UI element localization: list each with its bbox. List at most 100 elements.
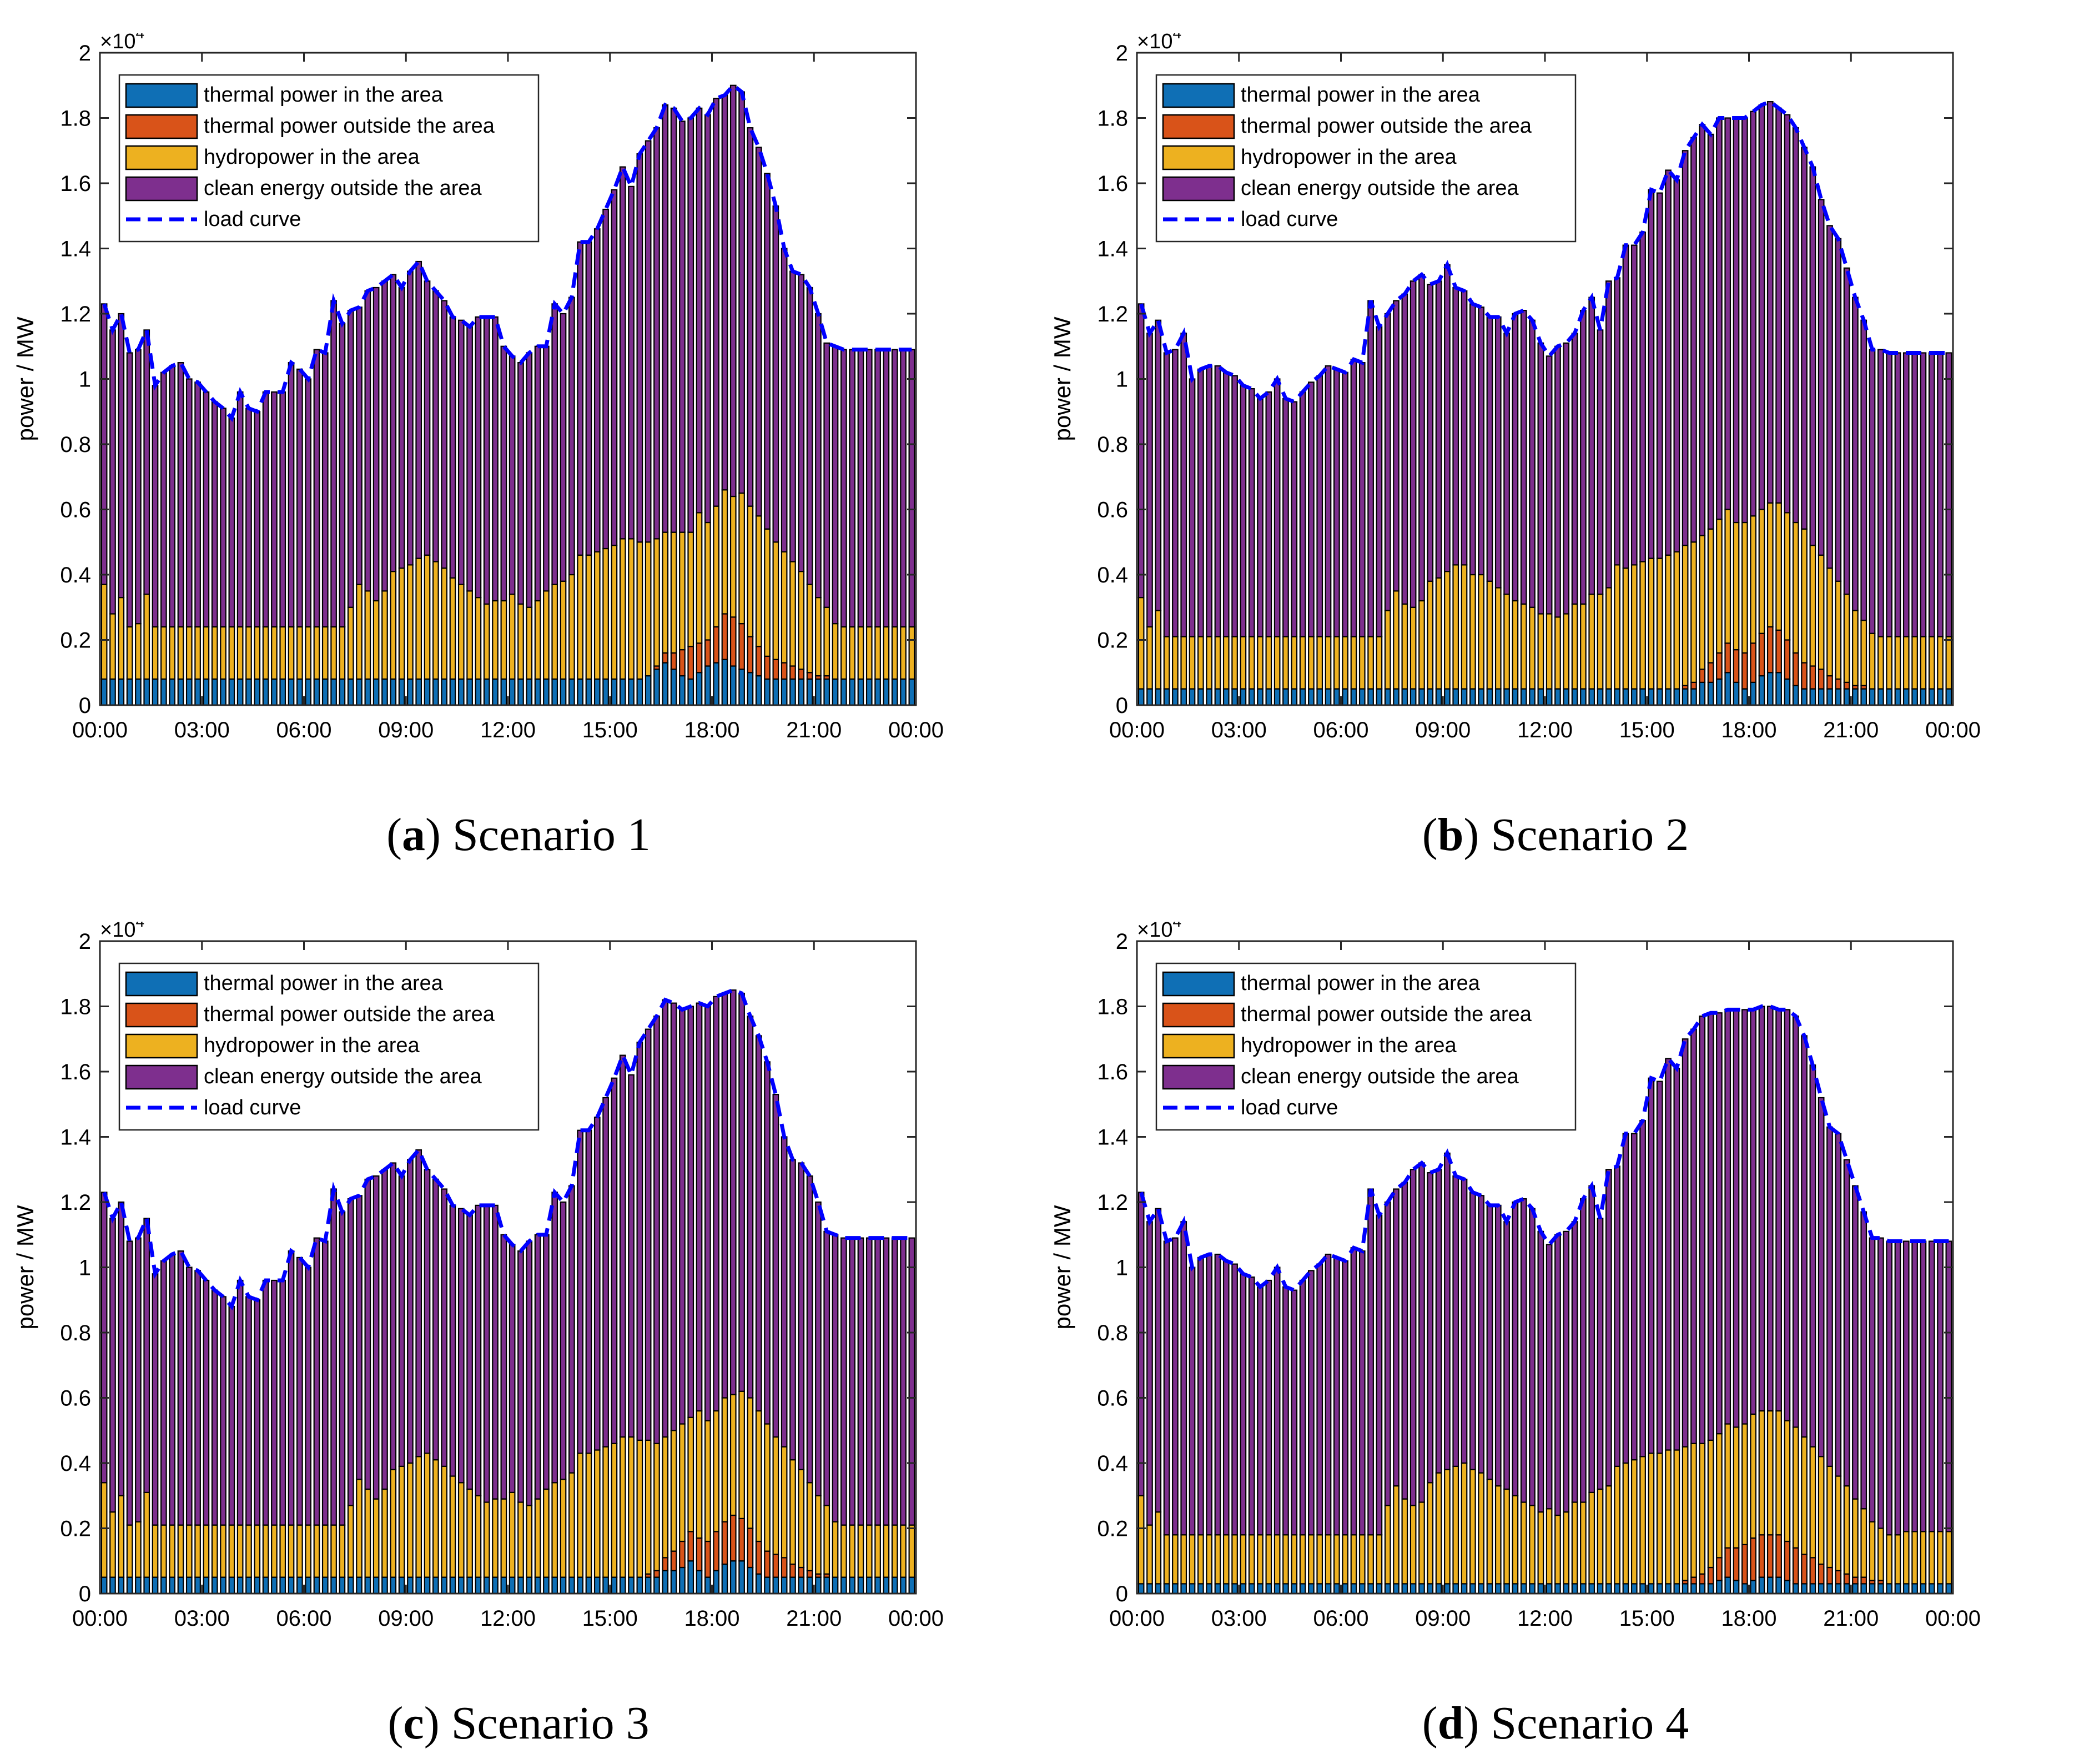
x-tick-label: 06:00 [276,718,331,742]
bar-thermal-in [1588,688,1595,706]
bar-thermal-in [288,1576,295,1595]
bar-hydro [1775,502,1782,631]
bar-clean-energy [883,1237,890,1526]
bar-clean-energy [509,1244,516,1493]
bar-clean-energy [381,280,388,592]
bar-thermal-in [1376,688,1383,706]
bar-thermal-in [1554,688,1561,706]
bar-clean-energy [372,287,380,602]
bar-hydro [1146,626,1153,690]
bar-clean-energy [1639,232,1646,562]
bar-hydro [126,1524,133,1578]
bar-clean-energy [1197,1257,1204,1536]
bar-thermal-out [1716,652,1723,680]
caption-letter: d [1437,1697,1464,1749]
bar-hydro [1316,1534,1323,1585]
bar-clean-energy [602,1097,609,1448]
bar-hydro [1639,561,1646,690]
bar-thermal-in [1146,1583,1153,1595]
bar-clean-energy [1605,1169,1612,1487]
bar-hydro [1869,632,1876,690]
bar-hydro [636,1439,643,1578]
bar-thermal-in [1146,688,1153,706]
bar-thermal-in [1605,1583,1612,1595]
bar-hydro [1265,1534,1272,1585]
bar-clean-energy [228,417,235,628]
bar-clean-energy [1529,1208,1536,1506]
bar-clean-energy [1155,319,1162,611]
bar-clean-energy [1818,1097,1825,1458]
bar-hydro [1750,515,1757,644]
bar-clean-energy [475,1204,482,1496]
bar-thermal-in [1257,1583,1263,1595]
bar-hydro [441,1465,447,1578]
bar-hydro [891,1524,898,1578]
bar-clean-energy [1902,352,1910,637]
bar-clean-energy [390,1162,397,1470]
bar-hydro [823,606,830,677]
bar-clean-energy [143,1218,150,1493]
bar-clean-energy [509,355,516,595]
bar-clean-energy [585,1129,592,1454]
bar-clean-energy [611,1077,618,1444]
bar-hydro [1155,1511,1162,1585]
y-tick-label: 0.8 [60,1321,91,1345]
bar-clean-energy [593,1117,601,1451]
bar-clean-energy [1367,1188,1374,1536]
bar-hydro [645,1439,652,1575]
bar-thermal-in [1265,688,1272,706]
y-tick-label: 0.2 [1097,1517,1128,1541]
x-tick-label: 00:00 [1109,718,1165,742]
bar-thermal-in [1401,688,1408,706]
bar-thermal-out [1741,652,1748,690]
bar-thermal-in [764,1576,771,1595]
bar-thermal-in [1273,1583,1281,1595]
bar-thermal-in [1418,688,1425,706]
bar-thermal-out [1758,1534,1765,1578]
bar-hydro [1257,1534,1263,1585]
bar-hydro [662,531,669,654]
bar-thermal-in [288,678,295,706]
bar-clean-energy [1155,1208,1162,1513]
y-tick-label: 1 [79,368,91,392]
bar-hydro [1512,1495,1519,1585]
bar-thermal-in [747,1566,754,1595]
bar-hydro [815,1495,822,1575]
bar-hydro [764,528,771,657]
bar-thermal-in [1869,1583,1876,1595]
bar-clean-energy [1801,147,1808,530]
bar-thermal-out [798,1566,805,1578]
legend-swatch-clean [1162,176,1235,202]
bar-hydro [551,584,558,680]
bar-thermal-in [1435,1583,1442,1595]
bar-thermal-in [1920,1583,1927,1595]
bar-hydro [339,626,346,680]
bar-hydro [704,521,711,641]
bar-clean-energy [1622,244,1629,569]
bar-clean-energy [1478,1195,1484,1474]
bar-thermal-in [662,662,669,706]
bar-clean-energy [1435,280,1442,579]
bar-thermal-out [696,1537,703,1571]
bar-thermal-in [441,1576,447,1595]
bar-thermal-in [1520,688,1527,706]
bar-thermal-in [1860,1583,1867,1595]
x-tick-label: 12:00 [480,718,536,742]
bar-hydro [645,541,652,677]
bar-hydro [1461,1462,1468,1585]
bar-clean-energy [1656,192,1663,559]
bar-hydro [721,489,728,615]
bar-hydro [611,1443,618,1578]
bar-thermal-in [109,678,116,706]
bar-clean-energy [865,1237,873,1526]
bar-hydro [1342,1534,1348,1585]
bar-hydro [1741,1423,1748,1545]
bar-clean-energy [1580,310,1587,605]
bar-thermal-in [457,1576,465,1595]
bar-thermal-in [424,678,431,706]
x-tick-label: 03:00 [174,718,230,742]
bar-clean-energy [1843,1159,1850,1487]
bar-thermal-in [194,678,201,706]
bar-hydro [543,1488,550,1578]
bar-thermal-out [1775,1534,1782,1578]
